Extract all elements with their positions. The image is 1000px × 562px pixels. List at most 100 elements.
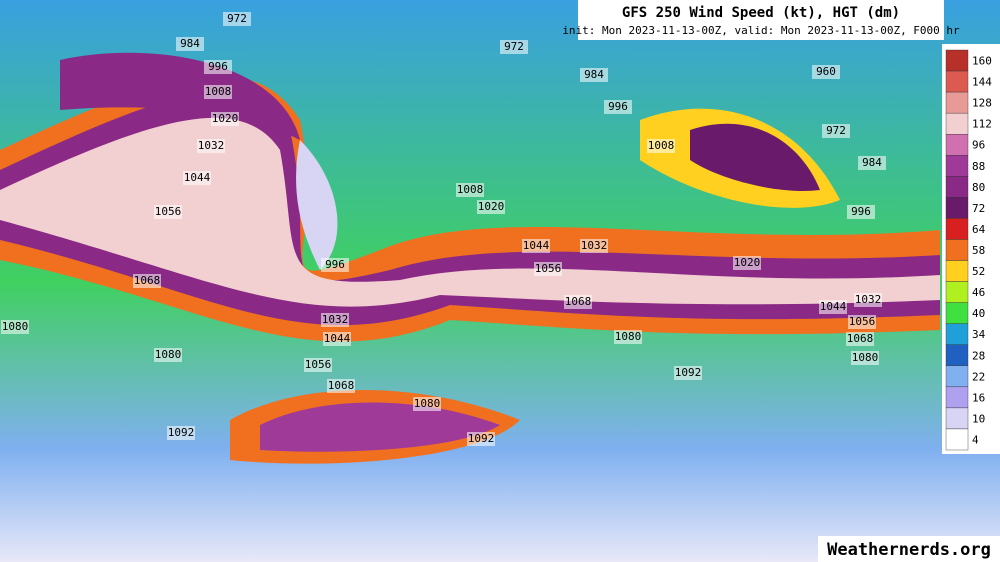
colorbar-label: 80 — [972, 181, 985, 194]
contour-label: 1044 — [820, 300, 847, 313]
label-bg — [812, 65, 840, 79]
contour-label: 1032 — [855, 293, 882, 306]
color-swatch — [945, 91, 969, 114]
label-bg — [854, 293, 882, 307]
colorbar-label: 10 — [972, 412, 985, 425]
colorbar-label: 96 — [972, 139, 985, 152]
contour-label: 972 — [227, 12, 247, 25]
label-bg — [197, 139, 225, 153]
label-bg — [851, 351, 879, 365]
label-bg — [183, 171, 211, 185]
label-bg — [413, 397, 441, 411]
contour-label: 1008 — [457, 183, 484, 196]
label-bg — [733, 256, 761, 270]
label-bg — [847, 205, 875, 219]
label-bg — [647, 139, 675, 153]
label-bg — [154, 205, 182, 219]
contour-label: 1056 — [849, 315, 876, 328]
colorbar-label: 64 — [972, 223, 986, 236]
contour-label: 1068 — [565, 295, 592, 308]
contour-label: 1044 — [523, 239, 550, 252]
colorbar-label: 128 — [972, 97, 992, 110]
contour-label: 1092 — [168, 426, 195, 439]
contour-label: 1068 — [847, 332, 874, 345]
color-swatch — [945, 49, 969, 72]
label-bg — [848, 315, 876, 329]
label-bg — [580, 239, 608, 253]
color-swatch — [945, 134, 969, 156]
subtitle: init: Mon 2023-11-13-00Z, valid: Mon 202… — [562, 24, 960, 37]
label-bg — [154, 348, 182, 362]
contour-label: 1080 — [155, 348, 182, 361]
label-bg — [858, 156, 886, 170]
contour-label: 1092 — [468, 432, 495, 445]
contour-label: 996 — [208, 60, 228, 73]
color-swatch — [945, 428, 969, 451]
contour-label: 1056 — [535, 262, 562, 275]
colorbar-label: 40 — [972, 307, 985, 320]
contour-label: 1080 — [852, 351, 879, 364]
contour-label: 1068 — [134, 274, 161, 287]
color-swatch — [945, 407, 969, 430]
contour-label: 1080 — [414, 397, 441, 410]
colorbar-label: 144 — [972, 76, 992, 89]
label-bg — [819, 300, 847, 314]
color-swatch — [945, 197, 969, 219]
color-swatch — [945, 112, 969, 135]
label-bg — [614, 330, 642, 344]
contour-label: 1032 — [322, 313, 349, 326]
label-bg — [522, 239, 550, 253]
contour-label: 996 — [325, 258, 345, 271]
colorbar-label: 52 — [972, 265, 985, 278]
color-swatch — [945, 70, 969, 93]
label-bg — [176, 37, 204, 51]
colorbar-label: 58 — [972, 244, 985, 257]
label-bg — [477, 200, 505, 214]
colorbar: 160 144 128 112 96 88 80 72 64 58 52 46 40 34 28 22 16 10… — [942, 44, 1000, 454]
label-bg — [846, 332, 874, 346]
label-bg — [1, 320, 29, 334]
label-bg — [564, 295, 592, 309]
label-bg — [223, 12, 251, 26]
contour-label: 1032 — [581, 239, 608, 252]
label-bg — [534, 262, 562, 276]
contour-label: 972 — [504, 40, 524, 53]
contour-label: 996 — [608, 100, 628, 113]
label-bg — [211, 112, 239, 126]
title: GFS 250 Wind Speed (kt), HGT (dm) — [622, 5, 900, 21]
color-swatch — [945, 239, 969, 261]
colorbar-label: 72 — [972, 202, 985, 215]
color-swatch — [945, 218, 969, 240]
label-bg — [674, 366, 702, 380]
label-bg — [500, 40, 528, 54]
color-swatch — [945, 344, 969, 366]
label-bg — [321, 313, 349, 327]
contour-label: 1068 — [328, 379, 355, 392]
colorbar-label: 16 — [972, 391, 985, 404]
colorbar-label: 4 — [972, 433, 979, 446]
contour-label: 1092 — [675, 366, 702, 379]
contour-label: 972 — [826, 124, 846, 137]
colorbar-label: 112 — [972, 118, 992, 131]
contour-labels: 9729849961008102010321044105610681080108… — [1, 12, 886, 446]
contour-label: 984 — [584, 68, 604, 81]
title-box: GFS 250 Wind Speed (kt), HGT (dm) init: … — [562, 0, 960, 40]
label-bg — [204, 60, 232, 74]
contour-label: 1020 — [734, 256, 761, 269]
color-swatch — [945, 386, 969, 409]
label-bg — [304, 358, 332, 372]
colorbar-label: 22 — [972, 370, 985, 383]
label-bg — [167, 426, 195, 440]
contour-label: 984 — [862, 156, 882, 169]
color-swatch — [945, 260, 969, 282]
contour-label: 984 — [180, 37, 200, 50]
label-bg — [323, 332, 351, 346]
color-swatch — [945, 302, 969, 324]
contour-label: 1044 — [324, 332, 351, 345]
contour-label: 1032 — [198, 139, 225, 152]
contour-label: 996 — [851, 205, 871, 218]
colorbar-label: 34 — [972, 328, 986, 341]
watermark-box: Weathernerds.org — [818, 536, 1000, 562]
